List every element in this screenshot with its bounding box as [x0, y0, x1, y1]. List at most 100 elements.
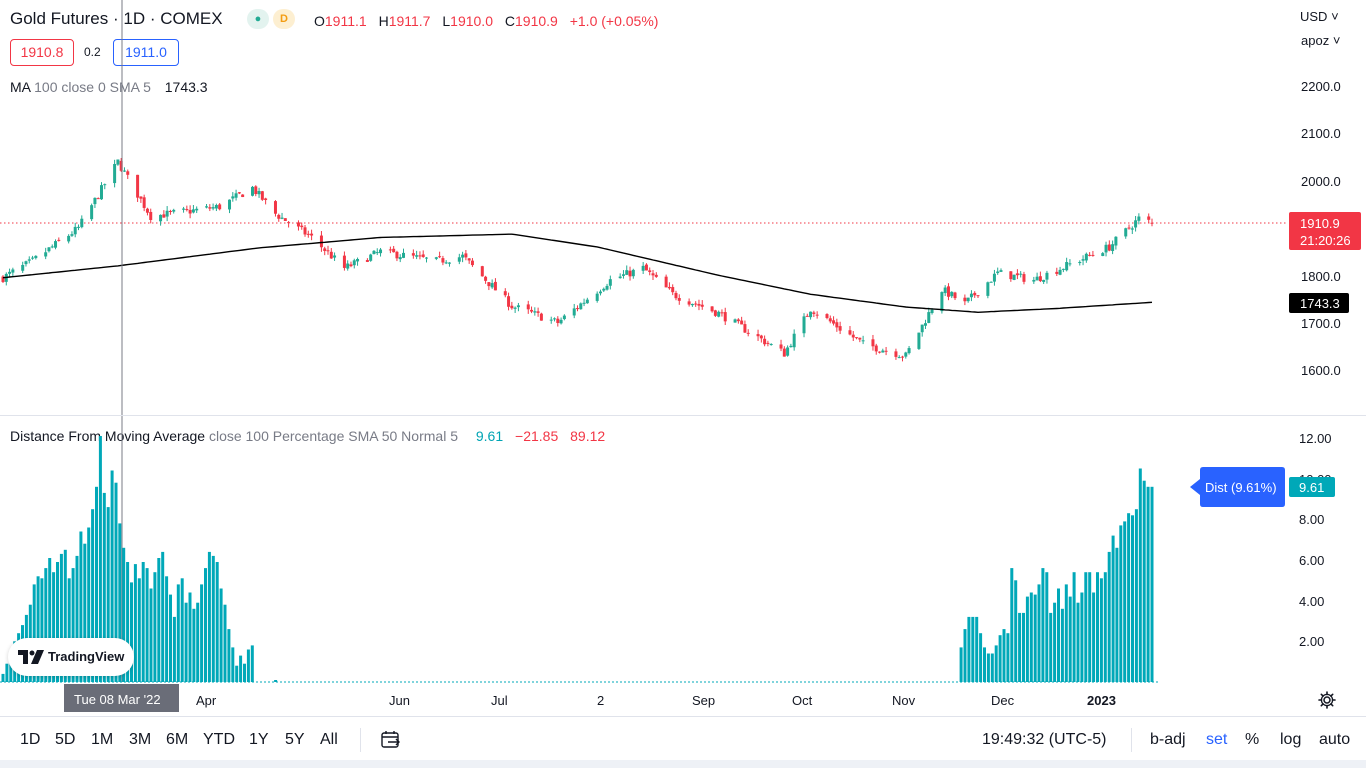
candle-down — [848, 330, 852, 335]
candle-down — [139, 196, 143, 199]
candle-down — [480, 266, 484, 277]
histogram-bar — [1037, 584, 1041, 682]
market-status-icon[interactable]: ● — [247, 9, 269, 29]
toggle-auto[interactable]: auto — [1319, 731, 1351, 748]
candle-down — [713, 310, 717, 316]
gear-icon[interactable] — [1317, 690, 1337, 710]
dist-legend[interactable]: Distance From Moving Average close 100 P… — [10, 428, 605, 444]
candle-down — [677, 297, 681, 301]
candle-up — [434, 257, 438, 259]
candle-up — [490, 283, 494, 288]
chart-title[interactable]: Gold Futures · 1D · COMEX — [10, 9, 223, 28]
currency-selector[interactable]: USD ˅ — [1300, 9, 1339, 24]
sell-price-button[interactable]: 1910.8 — [10, 39, 74, 66]
candle-up — [595, 293, 599, 301]
candle-down — [697, 303, 701, 306]
toggle-log[interactable]: log — [1280, 731, 1302, 748]
footer-separator — [1131, 728, 1132, 752]
candle-down — [825, 314, 829, 319]
candle-down — [835, 322, 839, 328]
candle-up — [31, 257, 35, 259]
candle-down — [487, 282, 491, 287]
histogram-bar — [246, 649, 250, 682]
candle-down — [694, 303, 698, 305]
range-1d-button[interactable]: 1D — [20, 731, 41, 748]
toggle-b-adj[interactable]: b-adj — [1150, 731, 1186, 748]
candle-down — [766, 342, 770, 344]
histogram-bar — [971, 616, 975, 682]
data-delay-badge[interactable]: D — [273, 9, 295, 29]
histogram-bar — [979, 633, 983, 682]
toggle-percent[interactable]: % — [1245, 731, 1260, 748]
candle-up — [927, 312, 931, 323]
scale-mode-selector[interactable]: apoz ˅ — [1301, 33, 1340, 48]
candle-up — [1137, 216, 1141, 221]
histogram-bar — [95, 486, 98, 682]
range-3m-button[interactable]: 3M — [129, 731, 152, 748]
range-ytd-button[interactable]: YTD — [203, 731, 235, 748]
dist-axis[interactable]: 12.00 10.00 8.00 6.00 4.00 2.00 — [1299, 431, 1332, 649]
ohlc-high-value: 1911.7 — [388, 13, 431, 29]
ohlc-open-label: O — [314, 13, 325, 29]
range-1y-button[interactable]: 1Y — [249, 731, 269, 748]
candle-up — [897, 357, 901, 359]
candle-down — [411, 253, 415, 256]
timezone-clock[interactable]: 19:49:32 (UTC-5) — [982, 731, 1107, 748]
candle-up — [996, 271, 1000, 274]
candle-down — [976, 295, 980, 297]
range-5d-button[interactable]: 5D — [55, 731, 76, 748]
pane-separator[interactable] — [0, 415, 1366, 416]
histogram-bar — [1096, 572, 1099, 682]
candle-down — [1055, 271, 1059, 274]
candle-up — [789, 345, 793, 348]
histogram-bar — [110, 470, 114, 682]
buy-price-button[interactable]: 1911.0 — [113, 39, 179, 66]
candle-down — [648, 270, 652, 273]
candle-down — [763, 338, 767, 345]
calendar-goto-icon[interactable] — [380, 730, 402, 750]
candle-up — [44, 252, 48, 257]
histogram-bar — [274, 680, 278, 682]
candle-down — [858, 337, 862, 340]
candle-down — [736, 319, 740, 322]
histogram-bar — [1080, 592, 1084, 682]
candle-down — [556, 318, 560, 324]
range-all-button[interactable]: All — [320, 731, 338, 748]
range-5y-button[interactable]: 5Y — [285, 731, 305, 748]
candle-down — [700, 304, 704, 307]
candle-up — [1104, 244, 1108, 253]
candle-up — [641, 265, 645, 271]
ohlc-high-label: H — [378, 13, 389, 29]
toolbar-separator — [0, 716, 1366, 717]
toggle-set[interactable]: set — [1206, 731, 1228, 748]
candle-up — [579, 303, 583, 310]
candle-down — [438, 256, 442, 258]
candle-up — [559, 319, 563, 324]
chart-canvas[interactable]: 2200.0 2100.0 2000.0 1800.0 1700.0 1600.… — [0, 0, 1366, 716]
price-axis[interactable]: 2200.0 2100.0 2000.0 1800.0 1700.0 1600.… — [1301, 79, 1341, 378]
candle-down — [296, 222, 300, 227]
histogram-bar — [1123, 521, 1127, 682]
tradingview-logo[interactable]: TradingView — [8, 638, 134, 676]
candle-up — [986, 282, 990, 296]
candle-up — [930, 309, 934, 314]
candle-up — [444, 262, 448, 264]
dist-legend-value-2: −21.85 — [515, 428, 559, 444]
histogram-bar — [44, 568, 48, 682]
candle-up — [70, 234, 74, 236]
range-1m-button[interactable]: 1M — [91, 731, 114, 748]
histogram-bar — [1099, 578, 1103, 682]
candle-up — [907, 348, 911, 354]
histogram-bar — [1014, 580, 1018, 682]
range-6m-button[interactable]: 6M — [166, 731, 189, 748]
scale-mode-label: apoz — [1301, 33, 1330, 48]
candle-down — [306, 233, 310, 235]
time-axis[interactable]: Apr Jun Jul 2 Sep Oct Nov Dec 2023 — [196, 693, 1116, 708]
histogram-bar — [1033, 594, 1037, 682]
histogram-bar — [87, 527, 91, 682]
ma-legend-name: MA — [10, 79, 31, 95]
candle-down — [855, 337, 859, 339]
candle-down — [467, 258, 471, 261]
histogram-bar — [180, 578, 184, 682]
histogram-bar — [1064, 584, 1068, 682]
